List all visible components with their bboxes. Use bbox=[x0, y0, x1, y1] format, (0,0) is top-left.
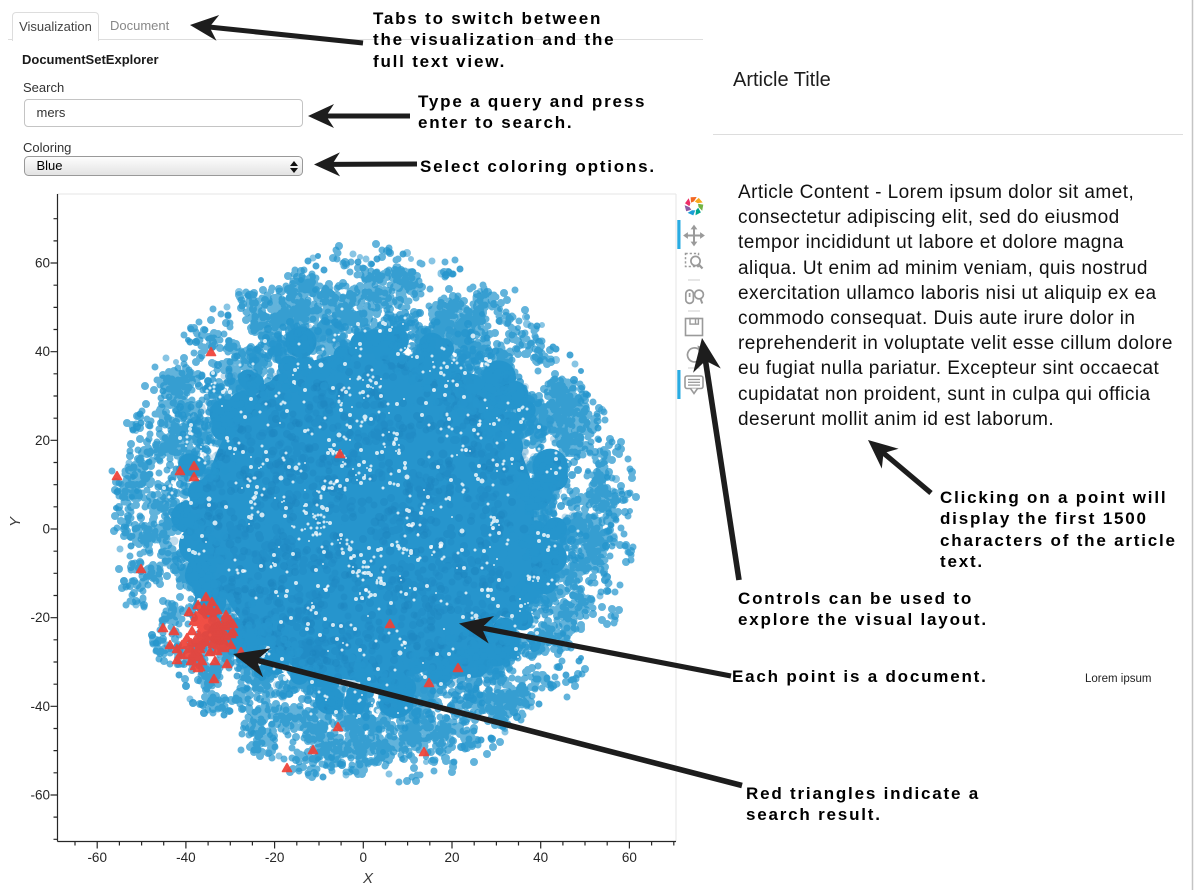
svg-text:0: 0 bbox=[360, 850, 368, 865]
svg-text:-60: -60 bbox=[87, 850, 107, 865]
svg-text:-20: -20 bbox=[30, 610, 50, 625]
svg-text:40: 40 bbox=[533, 850, 548, 865]
svg-text:60: 60 bbox=[35, 256, 50, 271]
svg-text:40: 40 bbox=[35, 344, 50, 359]
svg-text:-20: -20 bbox=[265, 850, 285, 865]
svg-text:-60: -60 bbox=[30, 788, 50, 803]
svg-text:Y: Y bbox=[7, 516, 24, 527]
svg-text:X: X bbox=[362, 870, 374, 887]
svg-text:20: 20 bbox=[444, 850, 459, 865]
svg-text:60: 60 bbox=[622, 850, 637, 865]
svg-text:-40: -40 bbox=[176, 850, 196, 865]
svg-text:20: 20 bbox=[35, 433, 50, 448]
svg-text:0: 0 bbox=[42, 522, 50, 537]
svg-text:-40: -40 bbox=[30, 699, 50, 714]
